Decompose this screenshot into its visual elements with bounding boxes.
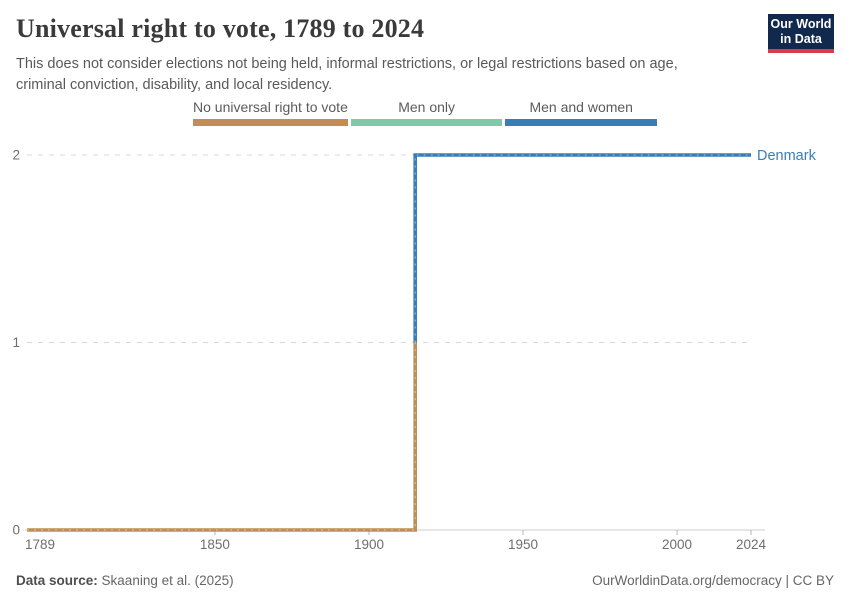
chart-subtitle: This does not consider elections not bei…	[16, 56, 678, 94]
legend-item-no-universal-right[interactable]: No universal right to vote	[193, 99, 348, 126]
x-axis-tick-label: 1900	[354, 537, 384, 552]
x-axis-tick-label: 2024	[736, 537, 767, 552]
series-line-segment-0[interactable]	[27, 342, 417, 532]
series-line-texture	[27, 342, 416, 531]
data-source: Data source: Skaaning et al. (2025)	[16, 573, 234, 588]
x-axis-tick-label: 1950	[508, 537, 538, 552]
data-source-text: Skaaning et al. (2025)	[101, 573, 234, 588]
legend-item-men-only[interactable]: Men only	[350, 99, 503, 126]
owid-logo[interactable]: Our World in Data	[768, 14, 834, 53]
legend-swatch-blue	[505, 119, 658, 126]
x-axis-tick-label: 2000	[662, 537, 692, 552]
x-axis-tick-label: 1789	[25, 537, 55, 552]
series-line-texture	[414, 154, 751, 343]
x-axis-tick-label: 1850	[200, 537, 230, 552]
legend-swatch-orange	[193, 119, 348, 126]
legend-label: Men only	[398, 99, 456, 115]
legend-swatch-teal	[350, 119, 503, 126]
categorical-legend: No universal right to vote Men only Men …	[193, 99, 658, 126]
owid-logo-line2: in Data	[780, 31, 822, 46]
y-axis-tick-label: 2	[12, 148, 20, 163]
data-source-label: Data source:	[16, 573, 98, 588]
series-entity-label[interactable]: Denmark	[757, 148, 817, 164]
page-title: Universal right to vote, 1789 to 2024	[16, 14, 425, 43]
legend-label: No universal right to vote	[193, 99, 348, 115]
chart-footer: Data source: Skaaning et al. (2025) OurW…	[16, 573, 834, 588]
owid-logo-line1: Our World	[770, 16, 832, 31]
legend-label: Men and women	[529, 99, 633, 115]
y-axis-tick-label: 1	[12, 335, 20, 350]
y-axis-tick-label: 0	[12, 523, 20, 538]
series-line-segment-1[interactable]	[413, 153, 751, 343]
footer-attribution[interactable]: OurWorldinData.org/democracy | CC BY	[592, 573, 834, 588]
legend-item-men-and-women[interactable]: Men and women	[505, 99, 658, 126]
